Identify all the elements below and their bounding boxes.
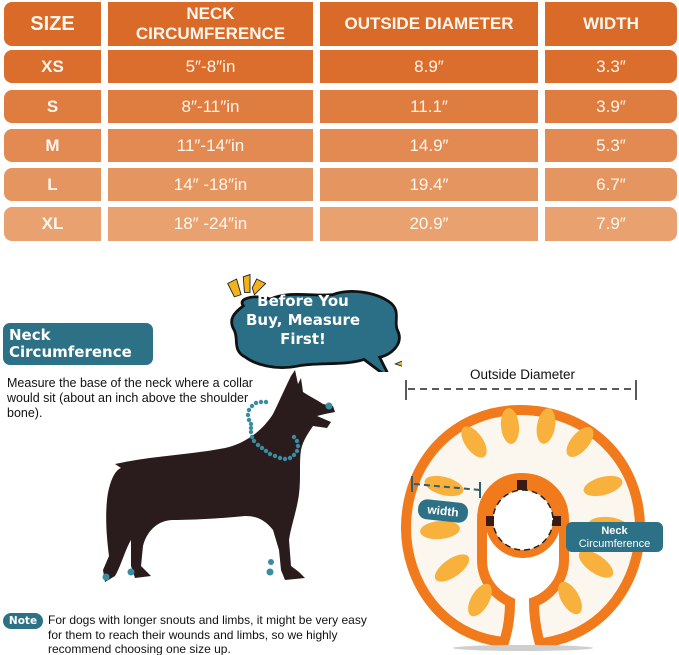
- size-chart-table: SIZE NECK CIRCUMFERENCE OUTSIDE DIAMETER WI…: [0, 0, 679, 245]
- note-badge: Note: [3, 613, 43, 629]
- table-cell-size: XS: [4, 50, 101, 83]
- table-cell-size: L: [4, 168, 101, 201]
- measure-instruction: Measure the base of the neck where a col…: [7, 376, 253, 420]
- callout-line-1: Before You: [257, 292, 349, 310]
- table-cell-outside-diameter: 14.9″: [320, 129, 538, 162]
- table-cell-outside-diameter: 11.1″: [320, 90, 538, 123]
- outside-diameter-label: Outside Diameter: [469, 367, 576, 382]
- table-cell-width: 5.3″: [545, 129, 677, 162]
- table-cell-size: M: [4, 129, 101, 162]
- table-cell-width: 6.7″: [545, 168, 677, 201]
- table-cell-size: XL: [4, 207, 101, 241]
- table-cell-width: 3.9″: [545, 90, 677, 123]
- table-cell-neck-circumference: 14″ -18″in: [108, 168, 313, 201]
- nc-label-line-2: Circumference: [578, 537, 651, 550]
- table-cell-outside-diameter: 19.4″: [320, 168, 538, 201]
- neck-circumference-badge: Neck Circumference: [3, 323, 153, 365]
- speech-bubble-icon: [227, 273, 402, 372]
- nc-label-line-1: Neck: [601, 525, 628, 537]
- table-cell-width: 3.3″: [545, 50, 677, 83]
- table-header-width: WIDTH: [545, 2, 677, 46]
- table-cell-width: 7.9″: [545, 207, 677, 241]
- neck-circumference-label: Neck Circumference: [566, 522, 663, 552]
- dog-silhouette-icon: [102, 370, 335, 582]
- table-cell-size: S: [4, 90, 101, 123]
- table-cell-neck-circumference: 5″-8″in: [108, 50, 313, 83]
- table-cell-neck-circumference: 8″-11″in: [108, 90, 313, 123]
- callout-line-3: First!: [280, 330, 326, 348]
- neck-badge-line-1: Neck: [9, 326, 51, 344]
- table-cell-outside-diameter: 8.9″: [320, 50, 538, 83]
- note-text: For dogs with longer snouts and limbs, i…: [48, 613, 367, 655]
- table-header-size: SIZE: [4, 2, 101, 46]
- callout-text: Before You Buy, Measure First!: [228, 292, 378, 349]
- table-header-neck-circumference: NECK CIRCUMFERENCE: [108, 2, 313, 46]
- table-cell-neck-circumference: 18″ -24″in: [108, 207, 313, 241]
- table-header-outside-diameter: OUTSIDE DIAMETER: [320, 2, 538, 46]
- collar-diagram-icon: [400, 380, 646, 651]
- neck-badge-line-2: Circumference: [9, 343, 132, 361]
- table-cell-neck-circumference: 11″-14″in: [108, 129, 313, 162]
- table-cell-outside-diameter: 20.9″: [320, 207, 538, 241]
- callout-line-2: Buy, Measure: [245, 311, 361, 329]
